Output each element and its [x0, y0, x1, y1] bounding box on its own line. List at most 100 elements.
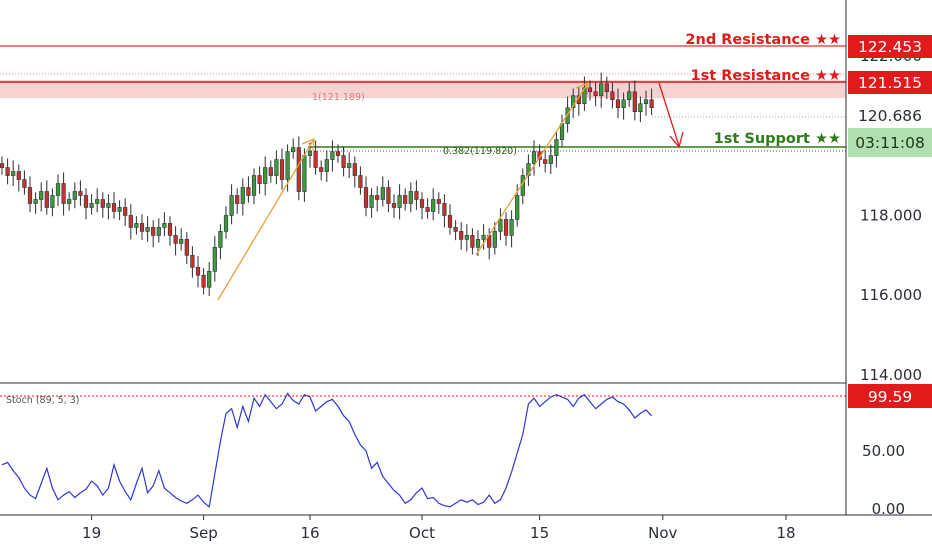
candle [173, 235, 178, 244]
svg-text:120.686: 120.686 [858, 107, 922, 125]
candle [229, 195, 234, 216]
candle [335, 151, 341, 156]
candle [235, 195, 240, 204]
candle [324, 159, 329, 172]
candle [358, 175, 363, 188]
candle [207, 270, 212, 288]
candle [190, 255, 195, 268]
candle [195, 267, 201, 276]
candle [67, 199, 72, 204]
candle [33, 199, 38, 204]
candle [302, 155, 307, 192]
candle [240, 187, 245, 204]
x-tick-label: 18 [776, 524, 795, 542]
candle [117, 207, 122, 212]
candle [414, 191, 419, 200]
candle [397, 195, 402, 208]
candle [369, 195, 374, 208]
x-tick-label: Nov [648, 524, 677, 542]
candle [251, 175, 257, 196]
candle [263, 167, 268, 184]
candle [481, 235, 486, 240]
svg-text:122.453: 122.453 [858, 38, 922, 56]
stochastic-line [1, 392, 653, 508]
price-box-countdown: 03:11:08 [848, 128, 932, 157]
svg-text:121.515: 121.515 [858, 74, 922, 92]
candle [55, 183, 61, 196]
candle [604, 83, 609, 93]
candle [5, 167, 10, 176]
price-box-stoch: 99.59 [848, 384, 932, 408]
candle [285, 151, 290, 180]
candle [151, 227, 156, 236]
candle [313, 151, 318, 168]
candle [341, 155, 346, 168]
candle [498, 219, 503, 232]
fib-0382-label: 0.382(119.820) [443, 146, 517, 157]
candle [492, 231, 497, 248]
candle [543, 159, 548, 164]
candle [363, 187, 369, 208]
candle [509, 219, 514, 236]
candle [111, 203, 117, 212]
candle [571, 95, 576, 109]
candle [162, 223, 167, 228]
candle [419, 199, 425, 208]
candle [593, 91, 598, 97]
svg-text:99.59: 99.59 [868, 388, 912, 406]
y-tick-label: 114.000 [860, 366, 922, 384]
first-resistance-label: 1st Resistance ★★ [691, 68, 841, 84]
candle [380, 187, 385, 200]
candlestick-series [0, 72, 654, 297]
candle [442, 203, 447, 216]
osc-tick-label: 50.00 [862, 442, 905, 460]
candle [436, 199, 441, 204]
candle [89, 203, 94, 208]
candle [274, 159, 279, 176]
candle [95, 199, 100, 204]
candle [464, 235, 469, 240]
candle [391, 203, 397, 208]
candle [621, 99, 626, 109]
candle [565, 107, 570, 124]
candle [179, 239, 184, 244]
candle [347, 163, 352, 168]
candle [559, 123, 565, 140]
candle [459, 231, 464, 240]
candle [223, 215, 229, 232]
candle [156, 227, 161, 236]
candle [447, 215, 453, 228]
candle [515, 195, 520, 220]
candle [649, 99, 654, 109]
candle [167, 223, 173, 236]
candle [330, 151, 335, 160]
candle [610, 91, 615, 101]
x-tick-label: 15 [530, 524, 549, 542]
candle [100, 199, 105, 208]
candle [548, 155, 553, 164]
candle [184, 239, 189, 256]
fib-1-label: 1(121.189) [312, 92, 365, 103]
projection-arrow [658, 82, 684, 149]
x-tick-label: 19 [82, 524, 101, 542]
candle [431, 199, 436, 212]
candle [475, 239, 481, 248]
candle [212, 247, 217, 272]
candle [61, 183, 66, 204]
candle [139, 223, 145, 232]
x-tick-label: Sep [189, 524, 217, 542]
candle [218, 231, 223, 248]
candle [0, 163, 5, 168]
candle [307, 151, 313, 156]
candle [638, 103, 643, 113]
candle [128, 215, 133, 228]
stoch-label: Stoch (89, 5, 3) [6, 395, 80, 406]
candle [632, 91, 637, 113]
candle [599, 83, 604, 97]
candle [291, 147, 296, 152]
first-support-label: 1st Support ★★ [714, 131, 841, 147]
candle [268, 167, 273, 176]
x-tick-label: Oct [409, 524, 435, 542]
candle [615, 99, 621, 109]
